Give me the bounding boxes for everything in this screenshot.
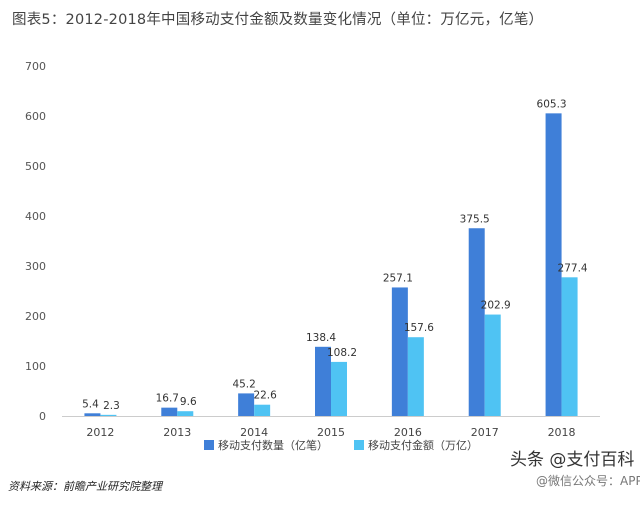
data-labels: 5.4 2.3 16.7 9.6 45.222.6 138.4 108.2 257.1 157.… — [82, 98, 588, 412]
y-tick-label: 700 — [25, 60, 46, 73]
y-tick-label: 300 — [25, 260, 46, 273]
data-label-amount: 277.4 — [558, 262, 588, 274]
data-label-count: 5.4 — [82, 398, 99, 410]
data-label-amount: 2.3 — [103, 400, 120, 412]
bar-count — [545, 113, 562, 416]
bar-amount — [254, 404, 271, 416]
bar-amount — [561, 277, 578, 416]
legend-swatch — [354, 440, 364, 450]
data-label-count: 375.5 — [460, 213, 490, 225]
bar-count — [161, 407, 178, 416]
bar-count — [468, 228, 485, 416]
data-label-count: 257.1 — [383, 272, 413, 284]
data-label-amount: 157.6 — [404, 322, 434, 334]
bar-count — [238, 393, 255, 416]
data-label-count: 16.7 — [156, 393, 179, 405]
y-tick-label: 400 — [25, 210, 46, 223]
y-tick-label: 100 — [25, 360, 46, 373]
y-tick-label: 200 — [25, 310, 46, 323]
y-tick-label: 500 — [25, 160, 46, 173]
bar-count — [315, 346, 331, 416]
y-axis: 0 100 200 300 400 500 600 700 — [25, 60, 46, 423]
bar-count — [84, 413, 101, 416]
y-tick-label: 0 — [39, 410, 46, 423]
data-label-count: 138.4 — [306, 332, 336, 344]
x-tick-label: 2018 — [548, 426, 576, 439]
legend-swatch — [204, 440, 214, 450]
x-tick-label: 2012 — [86, 426, 114, 439]
data-label-amount: 202.9 — [481, 300, 511, 312]
data-label-count: 45.2 — [232, 378, 255, 390]
bar-amount — [407, 337, 424, 416]
source-note: 资料来源：前瞻产业研究院整理 — [8, 480, 162, 493]
legend-label: 移动支付金额（万亿） — [368, 438, 478, 452]
y-tick-label: 600 — [25, 110, 46, 123]
watermark-subtext: @微信公众号：APP — [536, 474, 640, 488]
data-label-amount: 9.6 — [180, 396, 197, 408]
x-tick-label: 2015 — [317, 426, 345, 439]
x-tick-label: 2013 — [163, 426, 191, 439]
legend: 移动支付数量（亿笔） 移动支付金额（万亿） — [204, 438, 478, 452]
data-label-count: 605.3 — [537, 98, 567, 110]
chart-title: 图表5：2012-2018年中国移动支付金额及数量变化情况（单位：万亿元，亿笔） — [12, 12, 544, 28]
x-axis: 2012 2013 2014 2015 2016 2017 2018 — [62, 416, 600, 439]
legend-label: 移动支付数量（亿笔） — [218, 438, 328, 452]
bar-amount — [484, 314, 501, 416]
x-tick-label: 2016 — [394, 426, 422, 439]
bar-amount — [331, 361, 347, 416]
bars — [84, 113, 578, 416]
x-tick-label: 2014 — [240, 426, 268, 439]
bar-amount — [100, 414, 117, 416]
data-label-amount: 22.6 — [253, 390, 277, 402]
bar-amount — [177, 411, 194, 416]
x-tick-label: 2017 — [471, 426, 499, 439]
data-label-amount: 108.2 — [327, 347, 357, 359]
bar-count — [391, 287, 408, 416]
watermark-text: 头条 @支付百科 — [510, 450, 635, 470]
